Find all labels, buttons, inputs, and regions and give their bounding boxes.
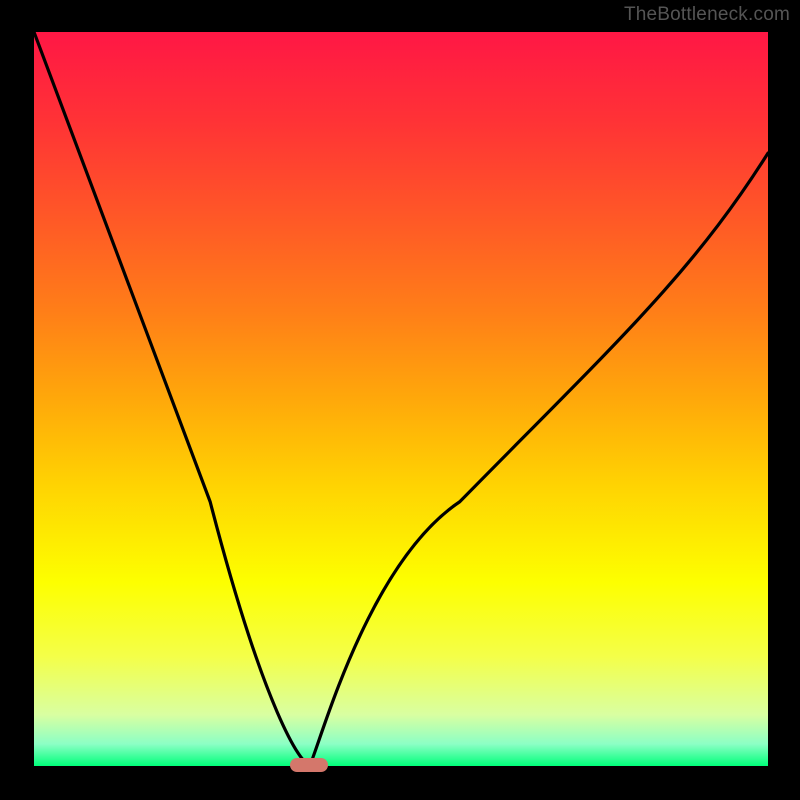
valley-marker bbox=[290, 758, 328, 772]
curve-layer bbox=[0, 0, 800, 800]
chart-container: TheBottleneck.com bbox=[0, 0, 800, 800]
bottleneck-curve bbox=[34, 32, 768, 765]
watermark-text: TheBottleneck.com bbox=[624, 4, 790, 26]
